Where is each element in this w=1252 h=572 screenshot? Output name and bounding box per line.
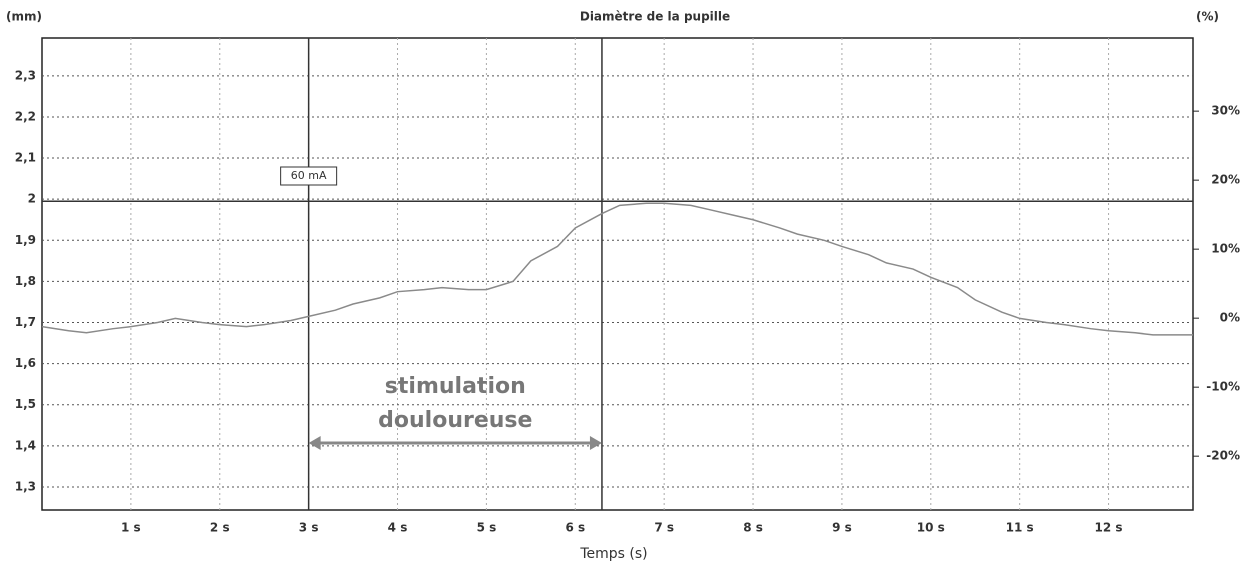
x-axis-label: Temps (s)	[579, 546, 647, 562]
y2-tick-label: 10%	[1211, 242, 1240, 256]
x-tick-label: 7 s	[654, 521, 674, 535]
y-tick-label: 1,7	[15, 315, 36, 329]
x-tick-label: 12 s	[1095, 521, 1123, 535]
stimulus-box	[280, 166, 338, 186]
x-tick-label: 5 s	[477, 521, 497, 535]
x-tick-label: 3 s	[299, 521, 319, 535]
y-tick-label: 1,3	[15, 479, 36, 493]
y-tick-label: 2,1	[15, 151, 36, 165]
x-tick-label: 8 s	[743, 521, 763, 535]
y-tick-label: 2	[28, 192, 36, 206]
y-axis-unit: (mm)	[6, 10, 42, 24]
annotation: stimulation	[385, 374, 526, 399]
chart-title: Diamètre de la pupille	[580, 10, 730, 24]
y2-tick-label: 30%	[1211, 104, 1240, 118]
y-tick-label: 1,8	[15, 274, 36, 288]
annotation: douloureuse	[378, 408, 532, 433]
y-tick-label: 2,3	[15, 68, 36, 82]
stimulus-label: 60 mA	[291, 169, 327, 182]
y2-tick-label: 20%	[1211, 173, 1240, 187]
x-tick-label: 1 s	[121, 521, 141, 535]
x-tick-label: 10 s	[917, 521, 945, 535]
y2-tick-label: -20%	[1206, 449, 1240, 463]
y-tick-label: 1,4	[15, 438, 36, 452]
y2-tick-label: -10%	[1206, 380, 1240, 394]
x-tick-label: 6 s	[565, 521, 585, 535]
y2-tick-label: 0%	[1220, 311, 1240, 325]
y-tick-label: 1,6	[15, 356, 36, 370]
x-tick-label: 11 s	[1006, 521, 1034, 535]
y2-axis-unit: (%)	[1196, 10, 1219, 24]
x-tick-label: 2 s	[210, 521, 230, 535]
x-tick-label: 9 s	[832, 521, 852, 535]
y-tick-label: 1,9	[15, 233, 36, 247]
y-tick-label: 2,2	[15, 109, 36, 123]
x-tick-label: 4 s	[388, 521, 408, 535]
plot-area	[41, 37, 1194, 511]
y-tick-label: 1,5	[15, 397, 36, 411]
data-line	[41, 202, 1193, 336]
